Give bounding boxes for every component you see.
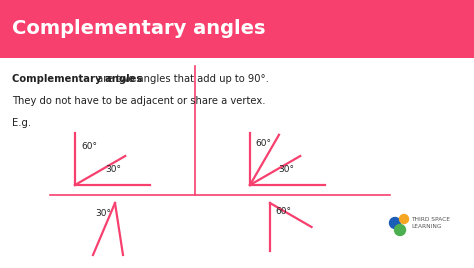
Text: They do not have to be adjacent or share a vertex.: They do not have to be adjacent or share…	[12, 96, 265, 106]
Text: 30°: 30°	[278, 165, 294, 174]
Text: Complementary angles: Complementary angles	[12, 19, 265, 38]
Circle shape	[400, 214, 409, 224]
Text: 60°: 60°	[275, 207, 291, 216]
Circle shape	[390, 218, 401, 229]
Text: E.g.: E.g.	[12, 118, 31, 128]
Circle shape	[394, 225, 405, 236]
Text: THIRD SPACE
LEARNING: THIRD SPACE LEARNING	[411, 217, 450, 229]
Text: 30°: 30°	[95, 209, 111, 218]
Text: 30°: 30°	[105, 165, 121, 174]
Text: 60°: 60°	[81, 142, 97, 151]
Text: Complementary angles: Complementary angles	[12, 74, 142, 84]
Bar	[0, 0, 474, 58]
Text: are two angles that add up to 90°.: are two angles that add up to 90°.	[94, 74, 269, 84]
Text: 60°: 60°	[255, 139, 271, 148]
